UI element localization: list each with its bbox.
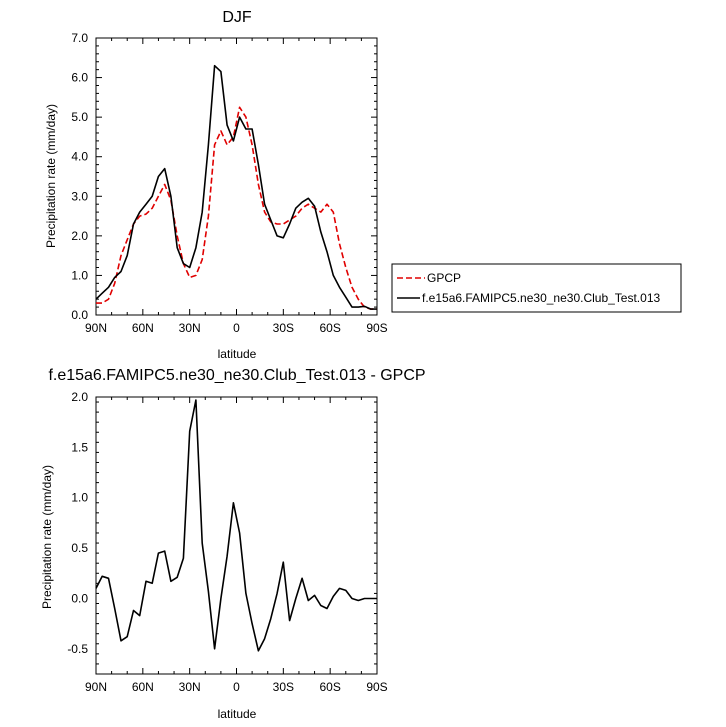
- bottom-chart-title: f.e15a6.FAMIPC5.ne30_ne30.Club_Test.013 …: [48, 367, 425, 384]
- bottom-ticks: 90N 60N 30N 0 30S 60S 90S -0.5 0.0 0.5 1.0 1.5 2.0: [67, 390, 387, 694]
- x-tick-label: 60S: [319, 321, 340, 335]
- y-tick-label: 0.0: [71, 308, 88, 322]
- x-tick-label: 60N: [132, 680, 154, 694]
- y-tick-label: 4.0: [71, 150, 88, 164]
- bottom-x-axis-label: latitude: [218, 707, 257, 721]
- x-tick-label: 60S: [319, 680, 340, 694]
- x-tick-label: 30S: [273, 680, 294, 694]
- series-line-gpcp: [96, 106, 377, 310]
- x-tick-label: 0: [233, 680, 240, 694]
- bottom-series-group: [95, 399, 377, 652]
- bottom-panel: f.e15a6.FAMIPC5.ne30_ne30.Club_Test.013 …: [40, 367, 426, 721]
- x-tick-label: 30N: [179, 680, 201, 694]
- top-x-axis-label: latitude: [218, 347, 257, 361]
- legend: GPCP f.e15a6.FAMIPC5.ne30_ne30.Club_Test…: [391, 263, 682, 313]
- y-tick-label: 0.5: [71, 541, 88, 555]
- legend-label-gpcp: GPCP: [427, 271, 461, 285]
- legend-label-model: f.e15a6.FAMIPC5.ne30_ne30.Club_Test.013: [422, 291, 660, 305]
- x-tick-label: 90N: [85, 680, 107, 694]
- y-tick-label: 1.0: [71, 491, 88, 505]
- y-tick-label: 1.5: [71, 440, 88, 454]
- x-tick-label: 90S: [366, 321, 387, 335]
- x-tick-label: 90S: [366, 680, 387, 694]
- y-tick-label: 0.0: [71, 591, 88, 605]
- series-line-difference: [95, 399, 377, 652]
- series-line-f-e15a6-famipc5-ne30-ne30-club-test-013: [95, 64, 377, 310]
- top-plot-frame: [95, 37, 378, 316]
- legend-box: [391, 263, 682, 313]
- top-y-axis-label: Precipitation rate (mm/day): [44, 104, 58, 248]
- x-tick-label: 30N: [179, 321, 201, 335]
- bottom-plot-frame: [95, 396, 378, 675]
- y-tick-label: 2.0: [71, 229, 88, 243]
- x-tick-label: 60N: [132, 321, 154, 335]
- y-tick-label: 5.0: [71, 110, 88, 124]
- top-ticks: 90N 60N 30N 0 30S 60S 90S 0.0 1.0 2.0 3.0 4.0 5.0 6.0…: [71, 31, 387, 335]
- top-panel: DJF 90N 60N 30N 0 30S 60S 90S 0.0 1.0 2.0 3.0 4.0 5.…: [44, 9, 388, 361]
- top-series-group: [95, 64, 377, 310]
- top-chart-title: DJF: [222, 9, 252, 26]
- y-tick-label: 6.0: [71, 71, 88, 85]
- x-tick-label: 90N: [85, 321, 107, 335]
- bottom-y-axis-label: Precipitation rate (mm/day): [40, 465, 54, 609]
- y-tick-label: 1.0: [71, 268, 88, 282]
- x-tick-label: 0: [233, 321, 240, 335]
- y-tick-label: 7.0: [71, 31, 88, 45]
- y-tick-label: 3.0: [71, 189, 88, 203]
- y-tick-label: -0.5: [67, 642, 88, 656]
- x-tick-label: 30S: [273, 321, 294, 335]
- y-tick-label: 2.0: [71, 390, 88, 404]
